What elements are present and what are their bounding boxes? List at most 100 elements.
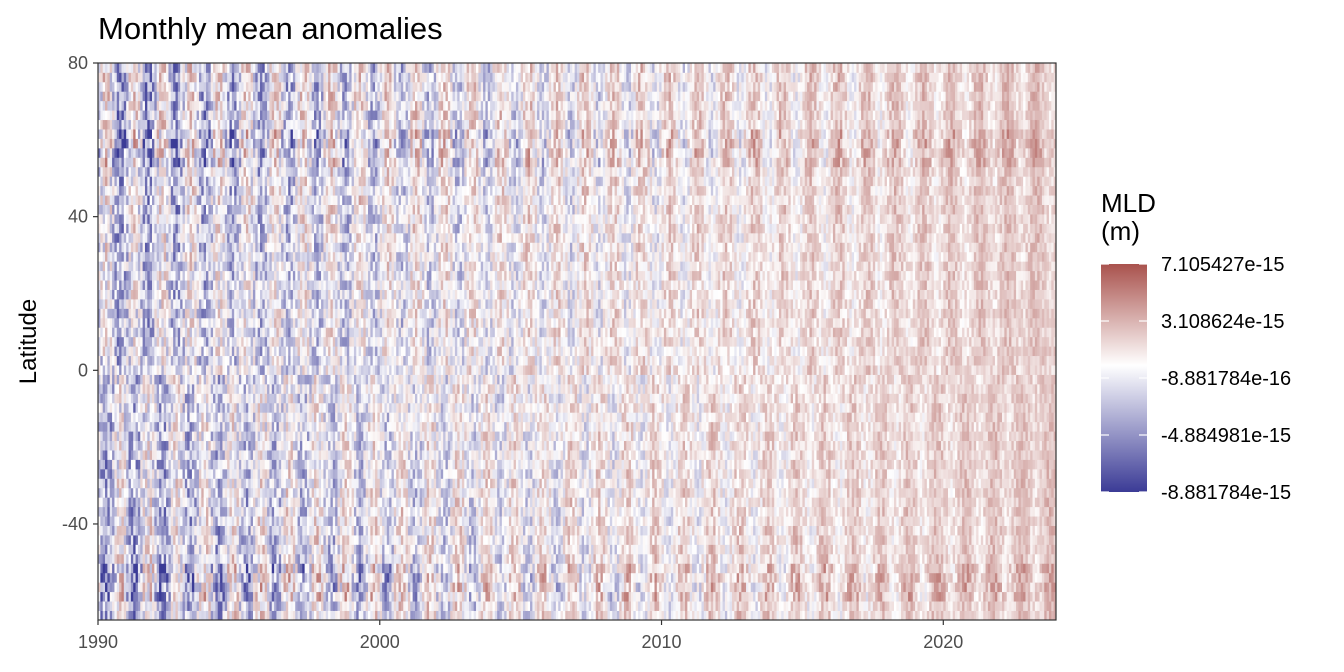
heatmap-cell: [224, 317, 228, 328]
heatmap-cell: [147, 402, 151, 413]
heatmap-cell: [163, 157, 167, 168]
heatmap-cell: [245, 601, 249, 611]
heatmap-cell: [121, 383, 125, 394]
heatmap-cell: [112, 468, 115, 479]
heatmap-cell: [248, 100, 252, 111]
heatmap-cell: [208, 204, 212, 215]
heatmap-cell: [208, 553, 212, 564]
heatmap-cell: [206, 402, 209, 413]
heatmap-cell: [283, 214, 287, 224]
heatmap-cell: [98, 563, 101, 574]
heatmap-cell: [213, 582, 216, 593]
heatmap-cell: [241, 299, 244, 309]
heatmap-cell: [267, 468, 270, 479]
heatmap-cell: [154, 346, 158, 357]
heatmap-cell: [170, 81, 174, 92]
heatmap-cell: [234, 204, 237, 215]
heatmap-cell: [206, 553, 209, 564]
heatmap-cell: [208, 91, 212, 102]
heatmap-cell: [137, 223, 141, 234]
heatmap-cell: [187, 582, 190, 593]
heatmap-cell: [142, 610, 146, 621]
heatmap-cell: [156, 421, 160, 432]
heatmap-cell: [163, 119, 167, 130]
heatmap-cell: [201, 412, 205, 423]
heatmap-cell: [147, 365, 151, 375]
heatmap-cell: [119, 176, 122, 187]
heatmap-cell: [98, 327, 101, 338]
heatmap-cell: [281, 346, 284, 357]
heatmap-cell: [144, 610, 148, 621]
heatmap-cell: [292, 402, 296, 413]
heatmap-cell: [142, 412, 146, 423]
heatmap-cell: [133, 355, 136, 366]
heatmap-cell: [208, 110, 212, 121]
heatmap-cell: [170, 327, 174, 338]
heatmap-cell: [152, 591, 155, 602]
heatmap-cell: [227, 289, 230, 300]
heatmap-cell: [177, 383, 181, 394]
heatmap-cell: [170, 431, 174, 442]
heatmap-cell: [206, 195, 209, 206]
heatmap-cell: [290, 544, 294, 555]
heatmap-cell: [170, 270, 174, 281]
heatmap-cell: [201, 110, 205, 121]
heatmap-cell: [100, 393, 104, 404]
heatmap-cell: [222, 516, 226, 526]
heatmap-cell: [257, 355, 261, 366]
heatmap-cell: [159, 251, 162, 262]
heatmap-cell: [156, 176, 160, 187]
heatmap-cell: [168, 317, 172, 328]
heatmap-cell: [248, 270, 252, 281]
heatmap-cell: [262, 346, 266, 357]
heatmap-cell: [105, 544, 108, 555]
heatmap-cell: [194, 468, 198, 479]
heatmap-cell: [208, 355, 212, 366]
heatmap-cell: [262, 91, 266, 102]
heatmap-cell: [126, 544, 129, 555]
heatmap-cell: [201, 582, 205, 593]
heatmap-cell: [170, 383, 174, 394]
heatmap-cell: [229, 299, 233, 309]
heatmap-cell: [149, 346, 153, 357]
heatmap-cell: [191, 544, 195, 555]
heatmap-cell: [257, 468, 261, 479]
heatmap-cell: [252, 365, 256, 375]
heatmap-cell: [276, 110, 280, 121]
heatmap-cell: [194, 166, 198, 177]
heatmap-cell: [227, 336, 230, 347]
heatmap-cell: [260, 204, 263, 215]
heatmap-cell: [274, 336, 277, 347]
heatmap-cell: [149, 421, 153, 432]
heatmap-cell: [222, 280, 226, 290]
heatmap-cell: [119, 129, 122, 139]
heatmap-cell: [137, 138, 141, 149]
heatmap-cell: [180, 582, 183, 593]
heatmap-cell: [112, 63, 115, 73]
heatmap-cell: [126, 195, 129, 206]
heatmap-cell: [295, 553, 298, 564]
heatmap-cell: [184, 91, 188, 102]
heatmap-cell: [201, 204, 205, 215]
heatmap-cell: [224, 601, 228, 611]
heatmap-cell: [213, 204, 216, 215]
heatmap-cell: [170, 261, 174, 272]
heatmap-cell: [123, 280, 127, 290]
heatmap-cell: [274, 563, 277, 574]
heatmap-cell: [260, 289, 263, 300]
heatmap-cell: [168, 204, 172, 215]
heatmap-cell: [238, 204, 242, 215]
heatmap-cell: [213, 553, 216, 564]
heatmap-cell: [187, 223, 190, 234]
heatmap-cell: [238, 119, 242, 130]
heatmap-cell: [281, 497, 284, 508]
heatmap-cell: [126, 553, 129, 564]
heatmap-cell: [274, 601, 277, 611]
heatmap-cell: [290, 412, 294, 423]
heatmap-cell: [154, 412, 158, 423]
heatmap-cell: [133, 563, 136, 574]
heatmap-cell: [130, 166, 134, 177]
heatmap-cell: [119, 591, 122, 602]
heatmap-cell: [166, 468, 169, 479]
heatmap-cell: [123, 572, 127, 583]
